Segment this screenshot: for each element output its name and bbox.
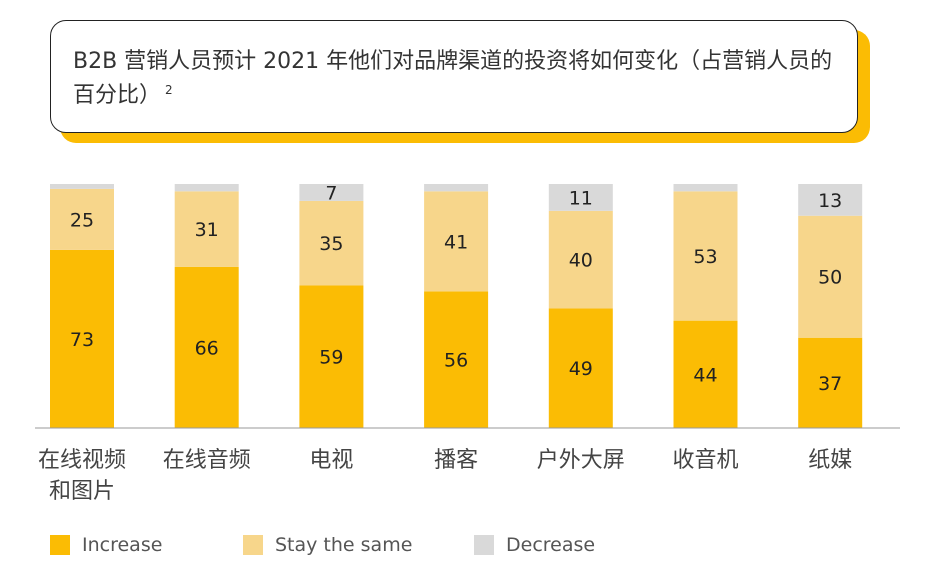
bar-segment-decrease xyxy=(798,184,863,216)
category-label: 电视 xyxy=(309,448,353,473)
category-label: 在线视频 xyxy=(38,448,126,473)
legend-swatch xyxy=(243,535,263,555)
chart-title: B2B 营销人员预计 2021 年他们对品牌渠道的投资将如何变化（占营销人员的百… xyxy=(73,49,833,108)
footnote-ref: 2 xyxy=(165,83,173,97)
bar-segment-increase xyxy=(299,285,364,428)
bar-segment-increase xyxy=(673,320,738,428)
data-label: 44 xyxy=(693,364,717,386)
data-label: 37 xyxy=(818,373,842,395)
data-label: 35 xyxy=(319,233,343,255)
bar-segment-increase xyxy=(548,308,613,428)
category-label: 在线音频 xyxy=(163,448,251,473)
bar-segment-stay-the-same xyxy=(798,215,863,338)
category-label: 和图片 xyxy=(49,479,115,504)
bar-segment-increase xyxy=(174,266,239,428)
data-label: 11 xyxy=(569,187,593,209)
bar-segment-decrease xyxy=(673,184,738,192)
legend-label: Stay the same xyxy=(275,534,413,556)
data-label: 25 xyxy=(70,209,94,231)
legend-label: Decrease xyxy=(506,534,596,556)
legend-label: Increase xyxy=(82,534,163,556)
data-label: 66 xyxy=(195,337,219,359)
data-label: 7 xyxy=(325,182,337,204)
legend-item: Stay the same xyxy=(243,534,412,556)
bar-segment-decrease xyxy=(50,184,114,189)
category-label: 播客 xyxy=(434,448,478,473)
bar-segment-stay-the-same xyxy=(50,188,114,250)
chart-title-box: B2B 营销人员预计 2021 年他们对品牌渠道的投资将如何变化（占营销人员的百… xyxy=(50,20,858,133)
data-label: 59 xyxy=(319,347,343,369)
bar-segment-decrease xyxy=(299,184,364,201)
legend-item: Decrease xyxy=(474,534,595,556)
bar-segment-decrease xyxy=(424,184,489,192)
bar-segment-stay-the-same xyxy=(673,191,738,321)
legend-swatch xyxy=(474,535,494,555)
bar-segment-stay-the-same xyxy=(174,191,239,267)
data-label: 50 xyxy=(818,267,842,289)
bar-segment-increase xyxy=(50,249,114,428)
bar-segment-decrease xyxy=(174,184,239,192)
bar-segment-stay-the-same xyxy=(424,191,489,292)
data-label: 40 xyxy=(569,250,593,272)
bar-segment-increase xyxy=(424,291,489,428)
data-label: 31 xyxy=(195,219,219,241)
data-label: 73 xyxy=(70,329,94,351)
legend-item: Increase xyxy=(50,534,162,556)
data-label: 53 xyxy=(693,246,717,268)
bar-segment-decrease xyxy=(548,184,613,211)
data-label: 41 xyxy=(444,231,468,253)
bar-segment-increase xyxy=(798,337,863,428)
category-label: 收音机 xyxy=(672,448,738,473)
data-label: 13 xyxy=(818,190,842,212)
data-label: 49 xyxy=(569,358,593,380)
data-label: 56 xyxy=(444,350,468,372)
legend-swatch xyxy=(50,535,70,555)
category-label: 户外大屏 xyxy=(537,448,625,473)
bar-segment-stay-the-same xyxy=(299,200,364,286)
category-label: 纸媒 xyxy=(808,448,852,473)
bar-segment-stay-the-same xyxy=(548,210,613,309)
